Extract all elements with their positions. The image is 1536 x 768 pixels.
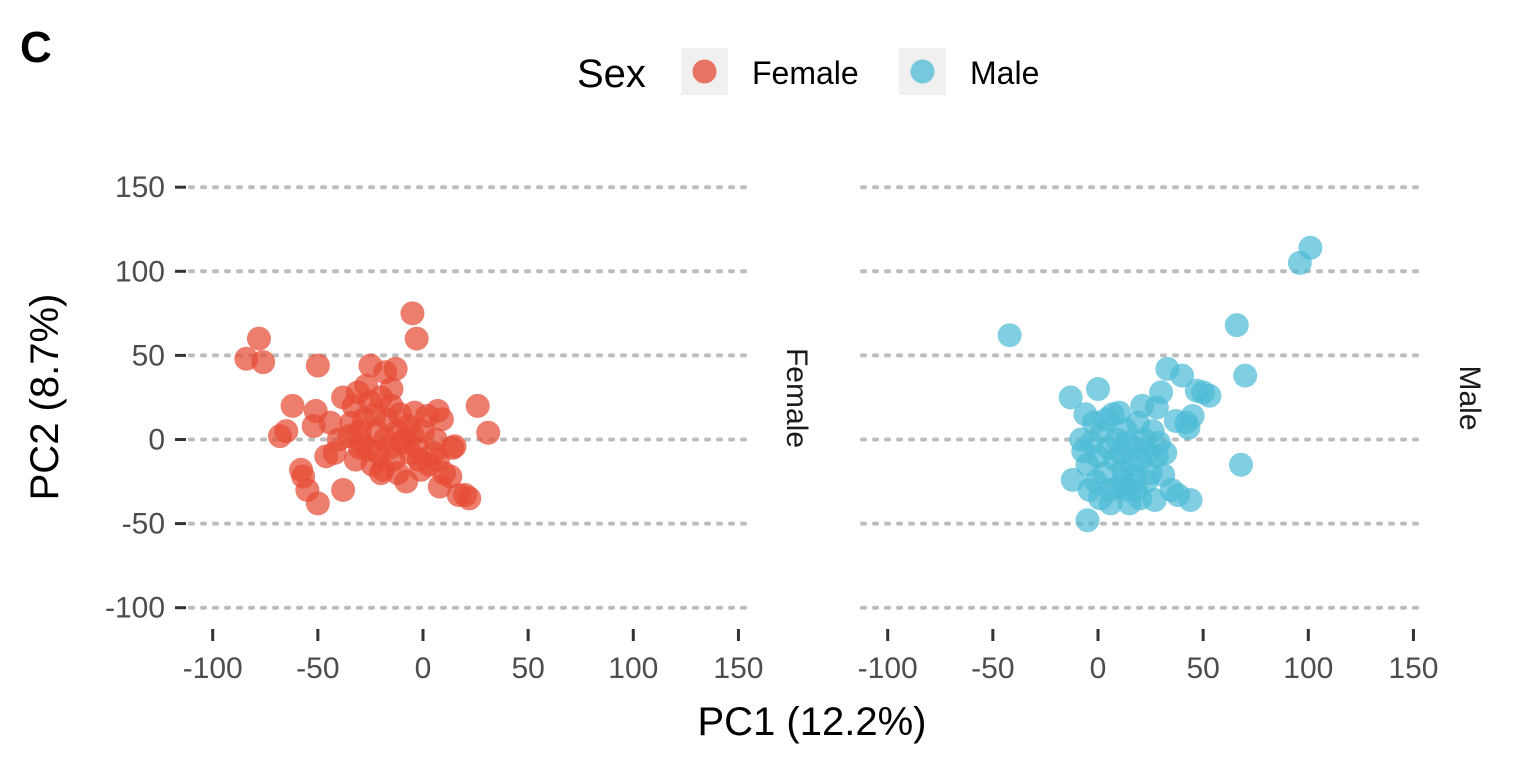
y-tick-label-4: -50 <box>122 508 165 541</box>
x-tick-label-male-4: 100 <box>1283 652 1333 685</box>
point-male-66 <box>1298 235 1323 260</box>
point-female-78 <box>347 435 372 460</box>
point-female-75 <box>465 393 490 418</box>
point-female-71 <box>442 434 467 459</box>
point-female-2 <box>251 350 276 375</box>
legend-label-male: Male <box>970 55 1039 91</box>
point-female-79 <box>326 427 351 452</box>
point-female-76 <box>476 420 501 445</box>
point-female-1 <box>246 326 271 351</box>
point-female-4 <box>274 419 299 444</box>
x-tick-label-male-2: 0 <box>1090 652 1107 685</box>
point-female-16 <box>331 477 356 502</box>
legend-key-female <box>692 59 717 84</box>
point-male-47 <box>1149 380 1174 405</box>
point-female-55 <box>404 326 429 351</box>
x-tick-label-female-4: 100 <box>608 652 658 685</box>
point-male-69 <box>1098 477 1123 502</box>
point-male-61 <box>1197 383 1222 408</box>
point-male-57 <box>1178 488 1203 513</box>
point-female-52 <box>400 301 425 326</box>
point-female-43 <box>383 356 408 381</box>
facet-panel-female: -100 -50 0 50 100 150 <box>183 185 763 685</box>
point-male-63 <box>1229 452 1254 477</box>
point-female-12 <box>305 491 330 516</box>
legend: Sex Female Male <box>577 48 1039 96</box>
point-male-54 <box>1170 363 1195 388</box>
x-tick-label-female-5: 150 <box>713 652 763 685</box>
x-tick-label-male-5: 150 <box>1388 652 1438 685</box>
panel-tag: C <box>20 23 52 72</box>
point-female-11 <box>305 353 330 378</box>
y-tick-label-5: -100 <box>105 592 165 625</box>
y-tick-label-1: 100 <box>115 255 165 288</box>
x-tick-label-female-1: -50 <box>296 652 339 685</box>
point-female-41 <box>379 377 404 402</box>
point-male-12 <box>1086 377 1110 402</box>
strip-label-male: Male <box>1453 365 1486 430</box>
x-tick-label-male-0: -100 <box>858 652 918 685</box>
y-tick-label-2: 50 <box>132 339 165 372</box>
point-male-58 <box>1180 403 1205 428</box>
point-male-1 <box>1058 385 1083 410</box>
point-male-64 <box>1233 363 1258 388</box>
legend-label-female: Female <box>752 55 859 91</box>
x-tick-label-male-1: -50 <box>971 652 1014 685</box>
point-female-69 <box>438 464 463 489</box>
strip-label-female: Female <box>780 348 813 448</box>
y-tick-label-3: 0 <box>148 424 165 457</box>
point-female-77 <box>368 461 393 486</box>
x-tick-label-male-3: 50 <box>1186 652 1219 685</box>
x-tick-label-female-0: -100 <box>183 652 243 685</box>
facet-panel-male: -100 -50 0 50 100 150 <box>858 185 1438 685</box>
y-axis-title: PC2 (8.7%) <box>23 294 67 501</box>
point-male-0 <box>997 323 1022 348</box>
x-axis-title: PC1 (12.2%) <box>698 700 927 744</box>
point-female-67 <box>429 407 454 432</box>
legend-key-male <box>910 59 935 84</box>
x-tick-label-female-3: 50 <box>511 652 544 685</box>
legend-title: Sex <box>577 52 646 96</box>
point-female-74 <box>457 486 482 511</box>
point-female-5 <box>280 393 305 418</box>
y-axis: 150 100 50 0 -50 -100 <box>105 171 186 625</box>
point-male-62 <box>1224 313 1249 338</box>
point-male-49 <box>1153 440 1178 465</box>
x-tick-label-female-2: 0 <box>415 652 432 685</box>
point-male-6 <box>1075 508 1100 533</box>
y-tick-label-0: 150 <box>115 171 165 204</box>
